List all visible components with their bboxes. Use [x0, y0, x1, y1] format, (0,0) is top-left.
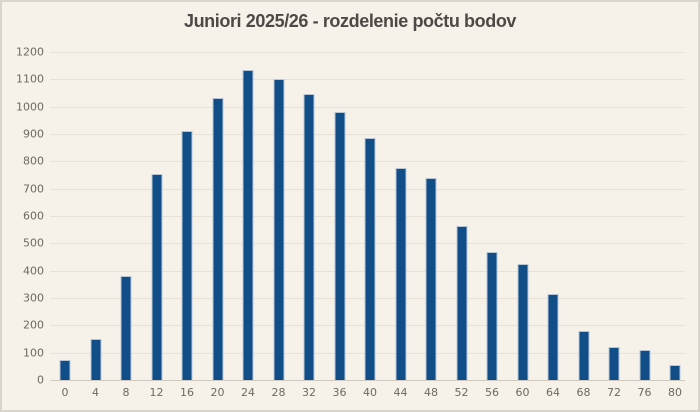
- bar: [90, 339, 101, 380]
- x-tick-label: 44: [393, 386, 408, 399]
- x-tick-label: 64: [546, 386, 560, 399]
- y-tick-label: 200: [23, 318, 44, 332]
- bar: [517, 263, 528, 380]
- bar-column: 80: [660, 52, 690, 399]
- bar-column: 4: [81, 52, 111, 399]
- bar: [669, 364, 681, 380]
- bar: [181, 131, 193, 380]
- y-tick-label: 1100: [16, 72, 44, 86]
- gridline: [50, 134, 685, 135]
- bar: [242, 69, 254, 380]
- y-tick-label: 1200: [16, 45, 44, 59]
- bar: [303, 94, 315, 380]
- bar: [639, 349, 650, 380]
- y-tick-label: 1000: [16, 100, 44, 114]
- x-tick-label: 4: [92, 386, 99, 399]
- y-tick-label: 500: [23, 236, 44, 250]
- bar: [212, 98, 223, 380]
- bar: [578, 330, 589, 380]
- bar: [547, 293, 559, 380]
- bar-column: 48: [416, 52, 446, 399]
- bar: [120, 276, 132, 380]
- bar: [456, 225, 467, 380]
- y-tick-label: 300: [23, 291, 44, 305]
- x-tick-label: 8: [122, 386, 130, 399]
- bar-column: 24: [233, 52, 263, 399]
- bar-column: 32: [294, 52, 324, 399]
- bar-column: 12: [142, 52, 172, 399]
- bar-column: 8: [111, 52, 141, 399]
- bar: [364, 138, 376, 380]
- bar-column: 52: [447, 52, 477, 399]
- bar-column: 40: [355, 52, 385, 399]
- y-tick-label: 700: [23, 182, 44, 196]
- x-tick-label: 76: [637, 386, 652, 399]
- bar: [59, 359, 71, 380]
- bar-column: 16: [172, 52, 202, 399]
- y-tick-label: 100: [23, 346, 44, 360]
- x-tick-label: 40: [363, 386, 377, 399]
- bar-column: 60: [508, 52, 538, 399]
- x-tick-label: 16: [180, 386, 194, 399]
- bar-column: 28: [264, 52, 294, 399]
- plot-area: 0 100 200 300 400 500 600 700 800 900 1000 1100 1200…: [16, 46, 685, 399]
- bar: [334, 112, 345, 380]
- bar-column: 76: [630, 52, 660, 399]
- x-tick-label: 32: [302, 386, 316, 399]
- bar-column: 56: [477, 52, 507, 399]
- x-tick-label: 52: [454, 386, 469, 399]
- x-tick-label: 48: [424, 386, 438, 399]
- y-tick-label: 900: [23, 127, 44, 141]
- y-tick-label: 600: [23, 209, 44, 223]
- bar-column: 44: [386, 52, 416, 399]
- bar-column: 72: [599, 52, 629, 399]
- gridline: [50, 52, 685, 53]
- x-tick-label: 20: [210, 386, 225, 399]
- bar-column: 36: [325, 52, 355, 399]
- bar-column: 68: [569, 52, 599, 399]
- x-tick-label: 28: [271, 386, 286, 399]
- bar: [486, 251, 498, 380]
- x-tick-label: 60: [515, 386, 530, 399]
- bar: [151, 173, 162, 380]
- bar: [273, 79, 284, 380]
- y-tick-label: 400: [23, 264, 44, 278]
- x-axis-line: [50, 380, 685, 381]
- gridline: [50, 79, 685, 81]
- x-tick-label: 72: [607, 386, 621, 399]
- x-tick-label: 12: [149, 386, 164, 399]
- x-tick-label: 80: [668, 386, 682, 399]
- y-tick-label: 800: [23, 154, 44, 168]
- bar-column: 64: [538, 52, 568, 399]
- bar: [395, 168, 406, 380]
- x-tick-label: 0: [61, 386, 69, 399]
- gridline: [50, 106, 685, 108]
- bar-column: 20: [203, 52, 233, 399]
- x-tick-label: 24: [241, 386, 255, 399]
- x-tick-label: 56: [485, 386, 499, 399]
- x-tick-label: 36: [332, 386, 347, 399]
- bar: [608, 347, 620, 380]
- bar-column: 0: [50, 52, 80, 399]
- bar: [425, 177, 437, 380]
- chart-title: Juniori 2025/26 - rozdelenie počtu bodov: [183, 11, 517, 31]
- x-tick-label: 68: [576, 386, 591, 399]
- y-tick-label: 0: [37, 373, 44, 387]
